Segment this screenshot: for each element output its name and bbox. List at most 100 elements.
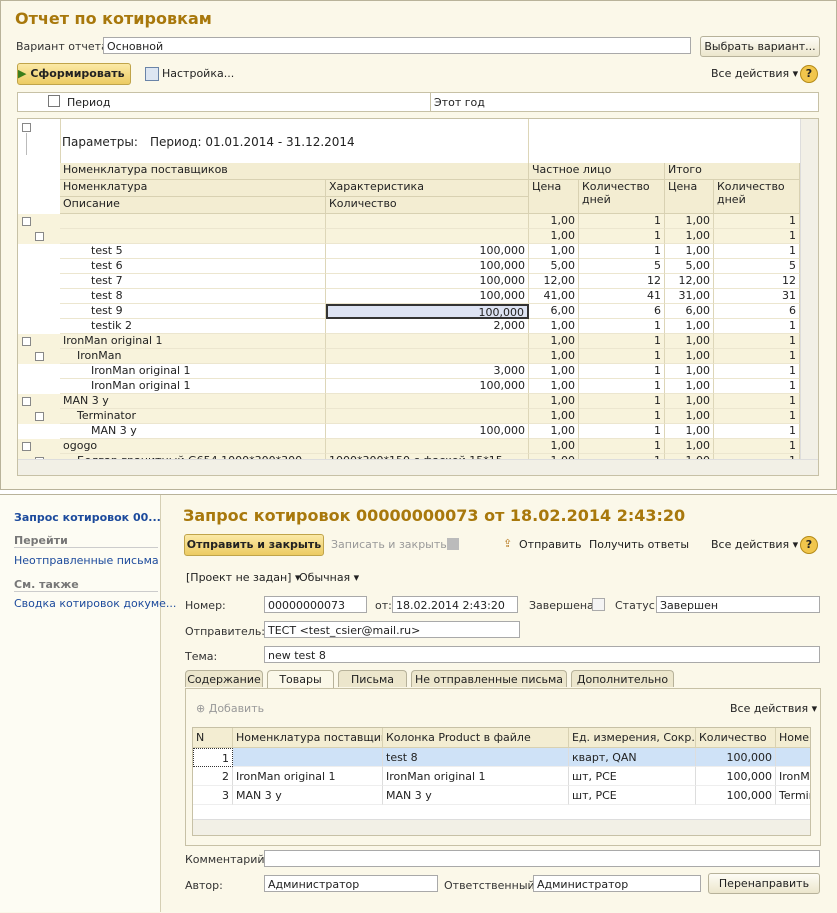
row-value: 1: [714, 364, 800, 379]
tree-line: [26, 133, 27, 155]
table-cell[interactable]: Termin: [776, 786, 810, 805]
row-value: 1,00: [665, 439, 714, 454]
variant-label: Вариант отчета:: [16, 40, 112, 53]
save-icon[interactable]: [447, 538, 459, 550]
row-name: IronMan original 1: [60, 379, 326, 394]
row-bg: [18, 334, 800, 349]
row-value: 1,00: [529, 229, 579, 244]
save-close-button[interactable]: Записать и закрыть: [331, 538, 447, 551]
params-label: Параметры:: [62, 135, 138, 149]
comment-input[interactable]: [264, 850, 820, 867]
generate-button[interactable]: ▶ Сформировать: [17, 63, 131, 85]
send-button[interactable]: Отправить: [519, 538, 582, 551]
help-button[interactable]: ?: [800, 536, 818, 554]
project-menu[interactable]: [Проект не задан] ▾: [186, 571, 301, 584]
column-header: Цена: [665, 180, 714, 214]
table-cell[interactable]: MAN 3 у: [383, 786, 569, 805]
row-bg: [18, 394, 800, 409]
send-close-button[interactable]: Отправить и закрыть: [184, 534, 324, 556]
row-value: 12,00: [529, 274, 579, 289]
author-input[interactable]: Администратор: [264, 875, 438, 892]
nav-current[interactable]: Запрос котировок 00...: [14, 511, 161, 524]
table-cell[interactable]: кварт, QAN: [569, 748, 696, 767]
row-value: 1: [579, 409, 665, 424]
table-cell[interactable]: 100,000: [696, 786, 776, 805]
nav-link[interactable]: Неотправленные письма: [14, 554, 159, 567]
row-name: test 5: [60, 244, 326, 259]
add-button[interactable]: ⊕ Добавить: [196, 702, 265, 715]
row-value: 1: [714, 229, 800, 244]
row-value: 1: [579, 364, 665, 379]
row-value: 1,00: [529, 349, 579, 364]
settings-icon: [145, 67, 159, 81]
row-col2: 2,000: [326, 319, 529, 334]
tab[interactable]: Товары: [267, 670, 334, 688]
horizontal-scrollbar[interactable]: [193, 819, 810, 835]
table-cell[interactable]: 100,000: [696, 767, 776, 786]
row-value: 1: [714, 244, 800, 259]
table-cell[interactable]: [233, 748, 383, 767]
row-value: 12: [579, 274, 665, 289]
table-cell[interactable]: 2: [193, 767, 233, 786]
table-cell[interactable]: 1: [193, 748, 233, 767]
table-cell[interactable]: IronMan original 1: [233, 767, 383, 786]
choose-variant-button[interactable]: Выбрать вариант...: [700, 36, 820, 57]
row-value: 5: [714, 259, 800, 274]
table-cell[interactable]: 100,000: [696, 748, 776, 767]
horizontal-scrollbar[interactable]: [18, 459, 818, 475]
subject-input[interactable]: new test 8: [264, 646, 820, 663]
row-bg: [18, 409, 800, 424]
priority-text: Обычная: [299, 571, 351, 584]
settings-button[interactable]: Настройка...: [162, 67, 235, 80]
table-cell[interactable]: шт, PCE: [569, 767, 696, 786]
priority-menu[interactable]: Обычная ▾: [299, 571, 360, 584]
table-cell[interactable]: IronMan original 1: [383, 767, 569, 786]
collapse-icon: [35, 232, 44, 241]
row-name: test 7: [60, 274, 326, 289]
date-input[interactable]: 18.02.2014 2:43:20: [392, 596, 518, 613]
table-cell[interactable]: MAN 3 у: [233, 786, 383, 805]
row-value: 6: [714, 304, 800, 319]
table-cell[interactable]: IronMa: [776, 767, 810, 786]
row-value: 1,00: [665, 454, 714, 459]
row-col2: 100,000: [326, 424, 529, 439]
row-value: 6: [579, 304, 665, 319]
vertical-scrollbar[interactable]: [800, 119, 818, 459]
redirect-button[interactable]: Перенаправить: [708, 873, 820, 894]
nav-link[interactable]: Сводка котировок докуме...: [14, 597, 177, 610]
number-input[interactable]: 00000000073: [264, 596, 367, 613]
row-value: 5,00: [529, 259, 579, 274]
table-cell[interactable]: test 8: [383, 748, 569, 767]
table-cell[interactable]: [776, 748, 810, 767]
row-value: 1,00: [665, 214, 714, 229]
tab[interactable]: Письма: [338, 670, 407, 687]
all-actions-menu[interactable]: Все действия ▾: [711, 67, 799, 80]
row-value: 1: [714, 334, 800, 349]
variant-input[interactable]: Основной: [103, 37, 691, 54]
date-label: от:: [375, 599, 392, 612]
responsible-input[interactable]: Администратор: [533, 875, 701, 892]
sender-input[interactable]: ТЕСТ <test_csier@mail.ru>: [264, 621, 520, 638]
tab[interactable]: Содержание: [185, 670, 263, 687]
help-button[interactable]: ?: [800, 65, 818, 83]
collapse-icon: [35, 352, 44, 361]
all-actions-menu[interactable]: Все действия ▾: [711, 538, 799, 551]
row-value: 1,00: [529, 214, 579, 229]
row-value: 1,00: [529, 364, 579, 379]
table-cell[interactable]: 3: [193, 786, 233, 805]
table-cell[interactable]: шт, PCE: [569, 786, 696, 805]
row-value: 1,00: [665, 229, 714, 244]
tab[interactable]: Дополнительно: [571, 670, 674, 687]
row-value: 1,00: [529, 244, 579, 259]
row-col2: [326, 394, 529, 409]
tab[interactable]: Не отправленные письма: [411, 670, 567, 687]
table-all-actions[interactable]: Все действия ▾: [730, 702, 818, 715]
get-answers-button[interactable]: Получить ответы: [589, 538, 690, 551]
completed-checkbox[interactable]: [592, 598, 605, 611]
row-col2: [326, 229, 529, 244]
sender-label: Отправитель:: [185, 625, 266, 638]
report-title: Отчет по котировкам: [15, 9, 212, 28]
row-name: Terminator: [60, 409, 326, 424]
row-bg: [18, 214, 800, 229]
status-input[interactable]: Завершен: [656, 596, 820, 613]
